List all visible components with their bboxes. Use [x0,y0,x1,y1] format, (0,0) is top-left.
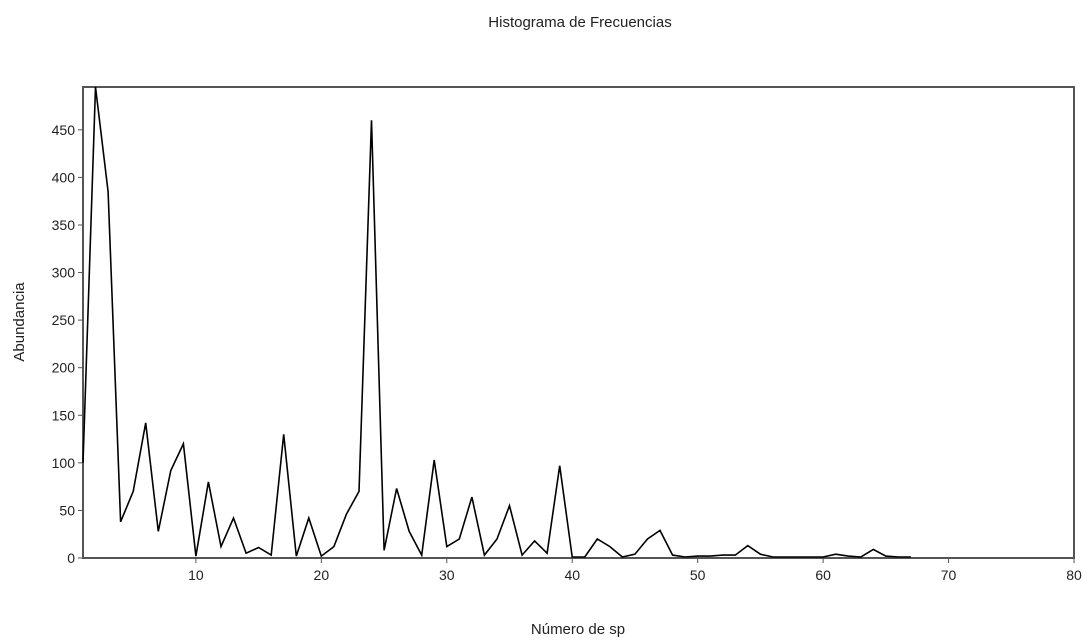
y-tick-label: 250 [52,312,76,328]
x-tick-label: 20 [314,567,330,583]
y-axis-label: Abundancia [11,282,28,362]
series-line [82,86,911,558]
y-tick-label: 0 [67,550,75,566]
x-tick-label: 80 [1066,567,1082,583]
y-tick-label: 200 [52,360,76,376]
x-axis: 10 20 30 40 50 60 70 80 [188,558,1082,583]
x-tick-label: 70 [941,567,957,583]
y-tick-label: 300 [52,265,76,281]
x-tick-label: 10 [188,567,204,583]
y-tick-label: 350 [52,217,76,233]
y-axis: 0 50 100 150 200 250 300 350 400 450 [52,122,83,566]
series-layer [82,86,911,558]
x-tick-label: 30 [439,567,455,583]
y-tick-label: 50 [59,502,75,518]
y-tick-label: 100 [52,455,76,471]
chart-title: Histograma de Frecuencias [488,14,671,31]
y-tick-label: 400 [52,169,76,185]
x-tick-label: 60 [815,567,831,583]
x-axis-label: Número de sp [531,621,625,638]
y-tick-label: 450 [52,122,76,138]
plot-frame [82,86,1075,559]
x-tick-label: 40 [564,567,580,583]
x-tick-label: 50 [690,567,706,583]
y-tick-label: 150 [52,407,76,423]
